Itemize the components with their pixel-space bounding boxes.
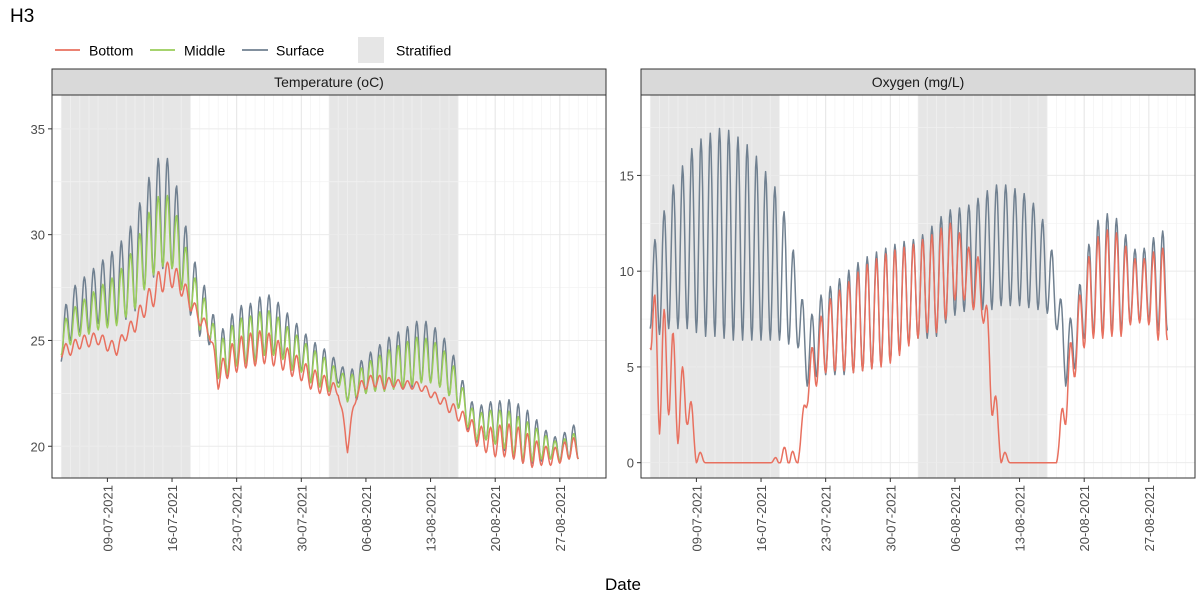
series-line-middle (60, 194, 579, 462)
x-tick-label: 06-08-2021 (948, 485, 963, 552)
series-line-bottom (60, 261, 579, 469)
x-tick-label: 23-07-2021 (230, 485, 245, 552)
y-tick-label: 35 (31, 122, 45, 137)
oxygen-plot-border (640, 94, 1196, 479)
x-tick-label: 09-07-2021 (100, 485, 115, 552)
x-tick-label: 16-07-2021 (165, 485, 180, 552)
figure-title: H3 (10, 6, 34, 27)
legend-label-surface: Surface (276, 43, 324, 59)
legend-key-stratified (358, 37, 384, 63)
legend-label-bottom: Bottom (89, 43, 133, 59)
y-tick-label: 15 (620, 168, 634, 183)
x-axis-title: Date (605, 575, 641, 594)
x-tick-label: 23-07-2021 (819, 485, 834, 552)
y-tick-label: 20 (31, 439, 45, 454)
x-tick-label: 09-07-2021 (689, 485, 704, 552)
x-tick-label: 30-07-2021 (883, 485, 898, 552)
legend: Bottom Middle Surface Stratified (55, 37, 451, 63)
x-tick-label: 16-07-2021 (754, 485, 769, 552)
temperature-strip-label: Temperature (oC) (274, 74, 384, 90)
series-line-bottom (649, 222, 1169, 464)
x-tick-label: 13-08-2021 (424, 485, 439, 552)
x-tick-label: 30-07-2021 (294, 485, 309, 552)
legend-label-stratified: Stratified (396, 43, 451, 59)
x-tick-label: 27-08-2021 (553, 485, 568, 552)
y-tick-label: 0 (627, 456, 634, 471)
temperature-plot-border (51, 94, 607, 479)
legend-label-middle: Middle (184, 43, 225, 59)
y-tick-label: 5 (627, 360, 634, 375)
y-tick-label: 10 (620, 264, 634, 279)
oxygen-panel: Oxygen (mg/L) 0 5 10 15 09-07-2021 16-07-2021… (620, 68, 1196, 552)
temperature-panel: Temperature (oC) 20 25 30 35 09-07-2021 16-07… (31, 68, 607, 552)
x-tick-label: 27-08-2021 (1142, 485, 1157, 552)
temperature-strip (51, 68, 607, 96)
x-tick-label: 13-08-2021 (1013, 485, 1028, 552)
y-tick-label: 25 (31, 333, 45, 348)
oxygen-strip-label: Oxygen (mg/L) (872, 74, 965, 90)
x-tick-label: 20-08-2021 (1077, 485, 1092, 552)
y-tick-label: 30 (31, 228, 45, 243)
x-tick-label: 20-08-2021 (488, 485, 503, 552)
x-tick-label: 06-08-2021 (359, 485, 374, 552)
